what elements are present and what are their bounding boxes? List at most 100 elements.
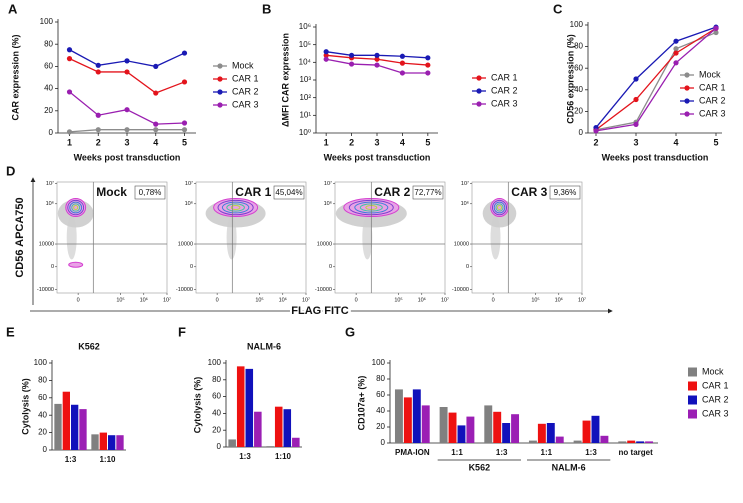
bar xyxy=(555,436,564,443)
y-tick-label: 0 xyxy=(329,264,332,270)
data-point xyxy=(124,127,130,133)
y-tick-label: 10⁵ xyxy=(299,40,311,49)
data-point xyxy=(593,128,599,134)
x-axis-label: Weeks post transduction xyxy=(74,152,181,162)
y-tick-label: 0 xyxy=(51,264,54,270)
bar xyxy=(254,411,262,447)
y-tick-label: -10000 xyxy=(176,287,193,293)
data-point xyxy=(633,96,639,103)
y-tick-label: 40 xyxy=(38,410,47,419)
series-line xyxy=(595,26,717,129)
x-tick-label: 0 xyxy=(355,297,358,303)
x-tick-label: 1:1 xyxy=(541,448,553,457)
data-point xyxy=(95,112,101,118)
panel-letter: C xyxy=(553,1,563,16)
legend-marker xyxy=(217,63,223,69)
bar xyxy=(421,405,430,443)
bar xyxy=(448,412,457,443)
bar xyxy=(528,440,537,443)
data-point xyxy=(633,76,639,82)
y-tick-label: 10⁶ xyxy=(46,200,54,207)
y-tick-label: 100 xyxy=(372,358,386,367)
data-point xyxy=(425,70,431,76)
data-point xyxy=(323,49,329,55)
data-point xyxy=(153,121,159,127)
bar xyxy=(502,423,511,443)
x-tick-label: 1 xyxy=(67,137,72,147)
x-tick-label: 5 xyxy=(425,137,430,147)
x-tick-label: 5 xyxy=(182,137,187,147)
x-tick-label: 5 xyxy=(713,137,718,147)
density-contour xyxy=(491,199,508,216)
data-point xyxy=(66,47,73,53)
legend-label: Mock xyxy=(702,366,724,376)
y-tick-label: 40 xyxy=(376,406,385,415)
data-point xyxy=(374,52,380,58)
density-contour xyxy=(65,198,87,218)
bar xyxy=(99,432,107,450)
data-point xyxy=(425,62,431,68)
x-axis-label: Weeks post transduction xyxy=(602,152,709,162)
y-tick-label: 10⁶ xyxy=(461,200,469,207)
data-point xyxy=(153,90,159,96)
x-tick-label: PMA-ION xyxy=(395,448,430,457)
x-tick-label: 3 xyxy=(124,137,129,147)
data-point xyxy=(348,52,355,58)
bar xyxy=(54,403,62,450)
group-label: K562 xyxy=(469,462,491,472)
y-tick-label: 0 xyxy=(466,264,469,270)
x-tick-label: 3 xyxy=(633,137,638,147)
y-tick-label: 10000 xyxy=(178,241,193,247)
y-tick-label: 10⁶ xyxy=(324,200,332,207)
y-tick-label: 60 xyxy=(212,392,221,401)
legend-marker xyxy=(217,76,223,82)
y-tick-label: 0 xyxy=(190,264,193,270)
y-tick-label: 40 xyxy=(574,85,583,94)
legend-label: CAR 1 xyxy=(702,380,729,390)
event-cloud xyxy=(490,215,501,260)
percent-label: 0,78% xyxy=(139,188,162,197)
x-tick-label: 10⁷ xyxy=(578,296,586,303)
panel-letter: G xyxy=(345,324,355,339)
density-contour xyxy=(497,205,502,211)
y-tick-label: 100 xyxy=(34,358,48,367)
y-tick-label: 80 xyxy=(574,42,583,51)
data-point xyxy=(713,25,719,31)
y-tick-label: 0 xyxy=(217,442,222,451)
gate-name: Mock xyxy=(96,185,127,199)
bar xyxy=(266,446,274,447)
y-tick-label: 100 xyxy=(40,17,54,26)
bar xyxy=(627,440,636,443)
y-tick-label: -10000 xyxy=(315,287,332,293)
bar xyxy=(573,440,582,443)
panel-letter: E xyxy=(6,324,15,339)
y-tick-label: 60 xyxy=(376,390,385,399)
x-tick-label: 2 xyxy=(349,137,354,147)
legend-label: CAR 2 xyxy=(699,95,726,105)
legend-marker xyxy=(684,85,690,91)
data-point xyxy=(153,63,159,69)
bar xyxy=(71,404,79,450)
y-tick-label: 20 xyxy=(376,422,385,431)
legend-label: CAR 3 xyxy=(702,408,729,418)
x-tick-label: 10⁶ xyxy=(555,296,563,303)
bar xyxy=(457,425,466,443)
event-cloud xyxy=(66,215,77,260)
x-tick-label: 10⁷ xyxy=(163,296,171,303)
data-point xyxy=(95,69,101,75)
density-contour xyxy=(213,198,259,218)
bar xyxy=(439,407,448,443)
legend-swatch xyxy=(688,367,697,377)
density-contour xyxy=(71,203,81,212)
y-tick-label: 0 xyxy=(43,445,48,454)
y-tick-label: 10000 xyxy=(317,241,332,247)
bar xyxy=(466,416,475,443)
x-tick-label: 0 xyxy=(492,297,495,303)
y-axis-label: Cytolysis (%) xyxy=(20,378,30,435)
data-point xyxy=(124,58,130,64)
data-point xyxy=(66,89,73,95)
legend-swatch xyxy=(688,395,697,405)
density-contour xyxy=(495,203,504,212)
x-tick-label: 4 xyxy=(673,137,678,147)
legend-label: CAR 2 xyxy=(232,86,259,96)
